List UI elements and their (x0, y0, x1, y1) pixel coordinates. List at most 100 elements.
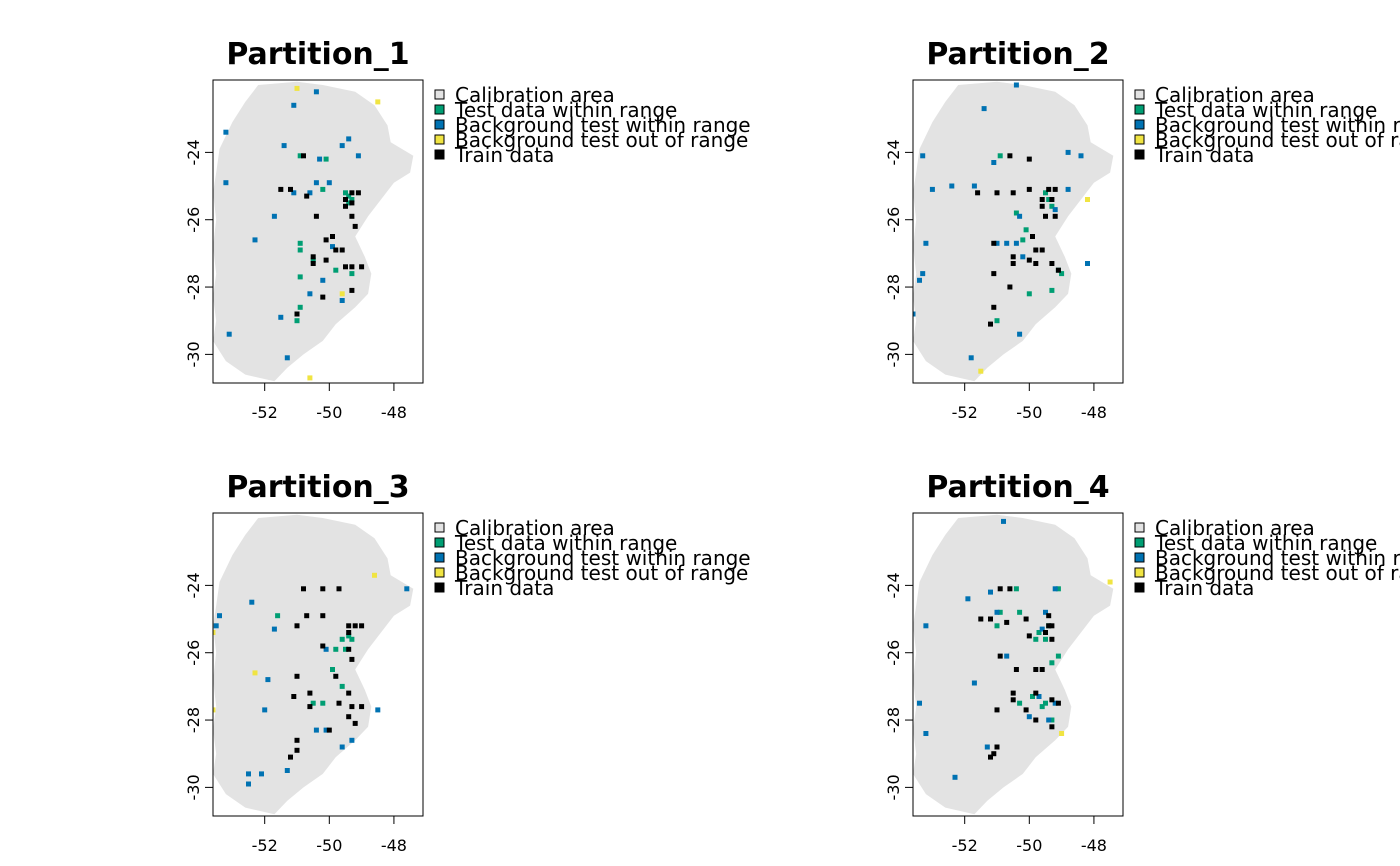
point-train (346, 690, 352, 696)
point-train (320, 586, 326, 592)
point-test-within (339, 636, 345, 642)
point-train (1013, 667, 1019, 672)
point-background-within (307, 291, 313, 297)
point-train (1046, 613, 1052, 619)
point-background-within (223, 180, 229, 186)
point-train (346, 714, 352, 720)
point-train (294, 673, 300, 679)
point-background-within (246, 781, 251, 787)
point-train (991, 751, 997, 757)
point-background-within (252, 237, 258, 243)
legend-label: Train data (454, 143, 554, 167)
point-test-within (330, 667, 335, 672)
point-train (336, 700, 342, 706)
legend-swatch-train (434, 582, 445, 593)
legend-label: Background test within range (455, 546, 751, 570)
y-tick-label: -26 (884, 207, 903, 233)
point-test-within (320, 700, 326, 706)
point-test-within (1017, 609, 1023, 615)
legend-swatch-test-within (1134, 104, 1145, 115)
point-test-within (1059, 271, 1065, 277)
y-tick-label: -30 (884, 341, 903, 367)
point-train (346, 646, 352, 652)
legend-label: Train data (454, 576, 554, 600)
panel-title: Partition_1 (226, 37, 409, 72)
point-train (1010, 190, 1016, 196)
legend-swatch-test-within (1134, 537, 1145, 548)
point-background-within (923, 731, 929, 736)
point-background-within (1036, 694, 1042, 699)
point-train (288, 186, 293, 192)
point-background-within (1065, 149, 1071, 155)
point-train (1043, 630, 1048, 635)
point-background-within (949, 183, 955, 189)
point-test-within (349, 197, 355, 202)
point-train (310, 254, 316, 260)
point-train (294, 311, 300, 317)
point-background-within (1052, 207, 1058, 213)
point-test-within (1049, 717, 1055, 723)
point-background-out (978, 368, 984, 374)
legend-label: Background test within range (1155, 546, 1400, 570)
x-tick-label: -50 (316, 836, 342, 855)
point-train (349, 704, 355, 710)
point-train (336, 586, 342, 592)
plot-frame (212, 512, 424, 817)
point-train (307, 690, 313, 696)
point-test-within (997, 609, 1003, 615)
point-test-within (320, 186, 326, 192)
y-tick-label: -24 (184, 139, 203, 165)
point-test-within (346, 200, 352, 206)
point-background-out (1085, 197, 1090, 202)
panel-title: Partition_2 (926, 37, 1109, 72)
point-train (1039, 247, 1045, 253)
plot-area (913, 514, 1114, 815)
point-train (346, 630, 352, 635)
point-train (304, 613, 310, 619)
point-background-within (313, 89, 319, 95)
plot-frame (212, 79, 424, 384)
point-train (288, 754, 293, 760)
point-background-within (259, 771, 264, 777)
point-train (301, 153, 306, 159)
point-train (1026, 186, 1032, 192)
point-test-within (1013, 586, 1019, 592)
calibration-area (913, 514, 1114, 815)
partition-panel-2: -52 -50 -48 -24 -26 -28 -30 Partition_2 Calibrat… (884, 37, 1400, 422)
point-train (991, 271, 997, 277)
legend-label: Background test out of range (1155, 128, 1400, 152)
point-train (294, 623, 300, 629)
point-background-within (1085, 261, 1090, 266)
point-test-within (346, 633, 352, 639)
point-train (1010, 690, 1016, 696)
point-train (349, 287, 355, 293)
point-train (359, 264, 365, 270)
point-background-within (323, 727, 329, 733)
y-tick-label: -26 (184, 640, 203, 666)
point-train (1007, 586, 1013, 592)
point-train (323, 257, 329, 263)
legend-label: Calibration area (1155, 83, 1315, 107)
point-train (333, 673, 339, 679)
point-test-within (333, 646, 339, 652)
point-train (1039, 667, 1045, 672)
point-test-within (297, 304, 303, 310)
point-background-within (1026, 714, 1032, 720)
point-train (1049, 724, 1055, 730)
point-train (994, 707, 1000, 713)
point-train (1010, 697, 1016, 703)
legend-label: Background test within range (455, 113, 751, 137)
point-train (307, 704, 313, 710)
point-background-within (929, 186, 935, 192)
point-background-within (1078, 153, 1084, 159)
point-background-within (404, 586, 410, 592)
legend-swatch-calibration (1134, 522, 1145, 533)
plot-frame (912, 512, 1124, 817)
point-train (346, 623, 352, 629)
point-train (978, 616, 984, 622)
legend-swatch-background-out (434, 134, 445, 145)
point-train (343, 203, 348, 209)
point-background-out (1059, 731, 1065, 736)
point-train (349, 264, 355, 270)
